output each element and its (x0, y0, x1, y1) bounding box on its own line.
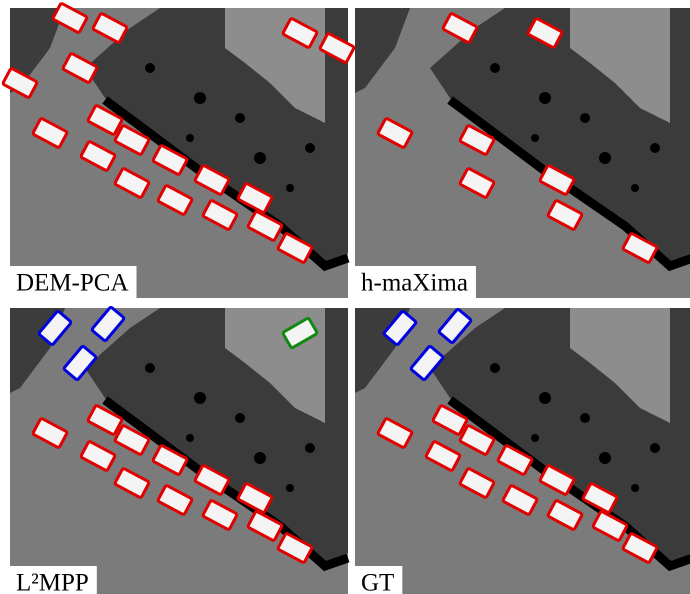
panel-label: DEM-PCA (16, 270, 129, 297)
figure: DEM-PCA h-maXima L²MPP GT (0, 0, 690, 594)
panel-label: h-maXima (361, 270, 468, 297)
panel: DEM-PCA (3, 3, 355, 300)
panel: GT (355, 308, 690, 594)
panel: L²MPP (10, 307, 348, 594)
panel-label: GT (361, 570, 394, 594)
panel-label: L²MPP (16, 570, 89, 594)
panel: h-maXima (355, 8, 690, 300)
